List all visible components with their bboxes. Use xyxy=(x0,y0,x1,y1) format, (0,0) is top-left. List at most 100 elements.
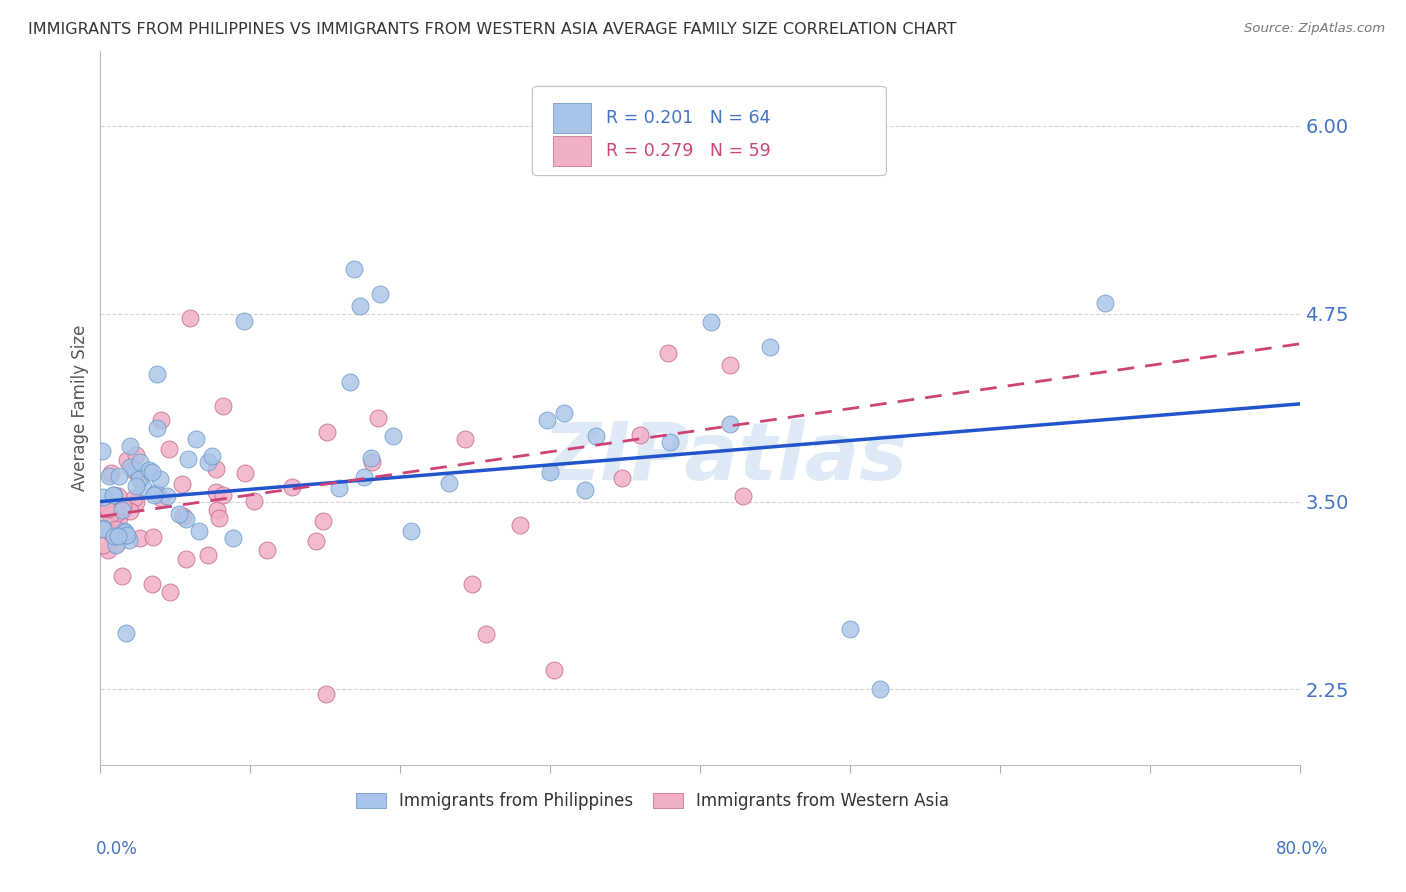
Point xyxy=(142,530,165,544)
Text: R = 0.201   N = 64: R = 0.201 N = 64 xyxy=(606,109,770,127)
Point xyxy=(328,481,350,495)
Point xyxy=(138,463,160,477)
Point xyxy=(105,537,128,551)
Point xyxy=(349,299,371,313)
Point xyxy=(149,472,172,486)
Point xyxy=(197,455,219,469)
Point xyxy=(197,548,219,562)
Point xyxy=(172,476,194,491)
Point xyxy=(132,480,155,494)
Point xyxy=(167,508,190,522)
Point xyxy=(315,687,337,701)
Point xyxy=(118,533,141,548)
Text: Source: ZipAtlas.com: Source: ZipAtlas.com xyxy=(1244,22,1385,36)
Point xyxy=(382,428,405,442)
Point xyxy=(125,479,148,493)
Y-axis label: Average Family Size: Average Family Size xyxy=(72,325,89,491)
Point xyxy=(107,529,129,543)
Text: 0.0%: 0.0% xyxy=(96,840,138,858)
Point xyxy=(103,488,125,502)
Point xyxy=(128,470,150,484)
Point xyxy=(439,476,461,491)
Point xyxy=(108,511,131,525)
Point xyxy=(111,503,134,517)
Point xyxy=(117,452,139,467)
Point xyxy=(233,466,256,480)
Point xyxy=(149,413,172,427)
Point xyxy=(659,435,682,450)
Point xyxy=(538,465,561,479)
Point xyxy=(869,682,891,697)
Point xyxy=(91,520,114,534)
Point xyxy=(281,480,304,494)
Point xyxy=(145,368,167,382)
Point xyxy=(201,449,224,463)
Point xyxy=(112,499,135,513)
Point xyxy=(453,432,475,446)
Point xyxy=(509,518,531,533)
Point xyxy=(368,287,391,301)
Point xyxy=(188,524,211,538)
Point xyxy=(536,413,558,427)
Point xyxy=(233,314,256,328)
Point xyxy=(145,486,167,500)
Point xyxy=(156,489,179,503)
Point xyxy=(100,526,122,541)
Point xyxy=(174,552,197,566)
Point xyxy=(657,345,679,359)
Point xyxy=(316,425,339,440)
Point xyxy=(339,375,361,389)
Point xyxy=(256,543,278,558)
Point xyxy=(312,514,335,528)
Point xyxy=(731,489,754,503)
Point xyxy=(143,488,166,502)
Point xyxy=(353,470,375,484)
Point xyxy=(125,494,148,508)
Point xyxy=(125,463,148,477)
Point xyxy=(718,359,741,373)
Point xyxy=(367,411,389,425)
Point xyxy=(93,490,115,504)
Point xyxy=(361,455,384,469)
Point xyxy=(118,503,141,517)
Point xyxy=(174,512,197,526)
Text: ZIPatlas: ZIPatlas xyxy=(541,418,907,497)
Point xyxy=(205,462,228,476)
Point xyxy=(460,577,482,591)
Point xyxy=(96,502,118,516)
Point xyxy=(758,340,780,354)
Point xyxy=(104,522,127,536)
Point xyxy=(543,663,565,677)
Point xyxy=(104,536,127,550)
Point xyxy=(122,491,145,506)
Point xyxy=(553,406,575,420)
Point xyxy=(343,261,366,276)
Text: R = 0.279   N = 59: R = 0.279 N = 59 xyxy=(606,143,770,161)
Point xyxy=(114,626,136,640)
Point xyxy=(101,488,124,502)
Point xyxy=(700,315,723,329)
Legend: Immigrants from Philippines, Immigrants from Western Asia: Immigrants from Philippines, Immigrants … xyxy=(349,786,956,817)
Point xyxy=(212,488,235,502)
Point xyxy=(112,524,135,538)
Point xyxy=(98,468,121,483)
Point xyxy=(97,542,120,557)
Point xyxy=(1094,296,1116,310)
Point xyxy=(115,527,138,541)
Point xyxy=(177,452,200,467)
Point xyxy=(475,627,498,641)
Point xyxy=(585,429,607,443)
FancyBboxPatch shape xyxy=(533,87,886,176)
Point xyxy=(105,506,128,520)
Point xyxy=(401,524,423,538)
Point xyxy=(360,451,382,466)
Point xyxy=(128,455,150,469)
Point xyxy=(100,466,122,480)
Point xyxy=(91,538,114,552)
Point xyxy=(128,472,150,486)
Point xyxy=(208,511,231,525)
Point xyxy=(204,484,226,499)
Point xyxy=(141,465,163,479)
Point xyxy=(205,503,228,517)
Point xyxy=(98,508,121,523)
